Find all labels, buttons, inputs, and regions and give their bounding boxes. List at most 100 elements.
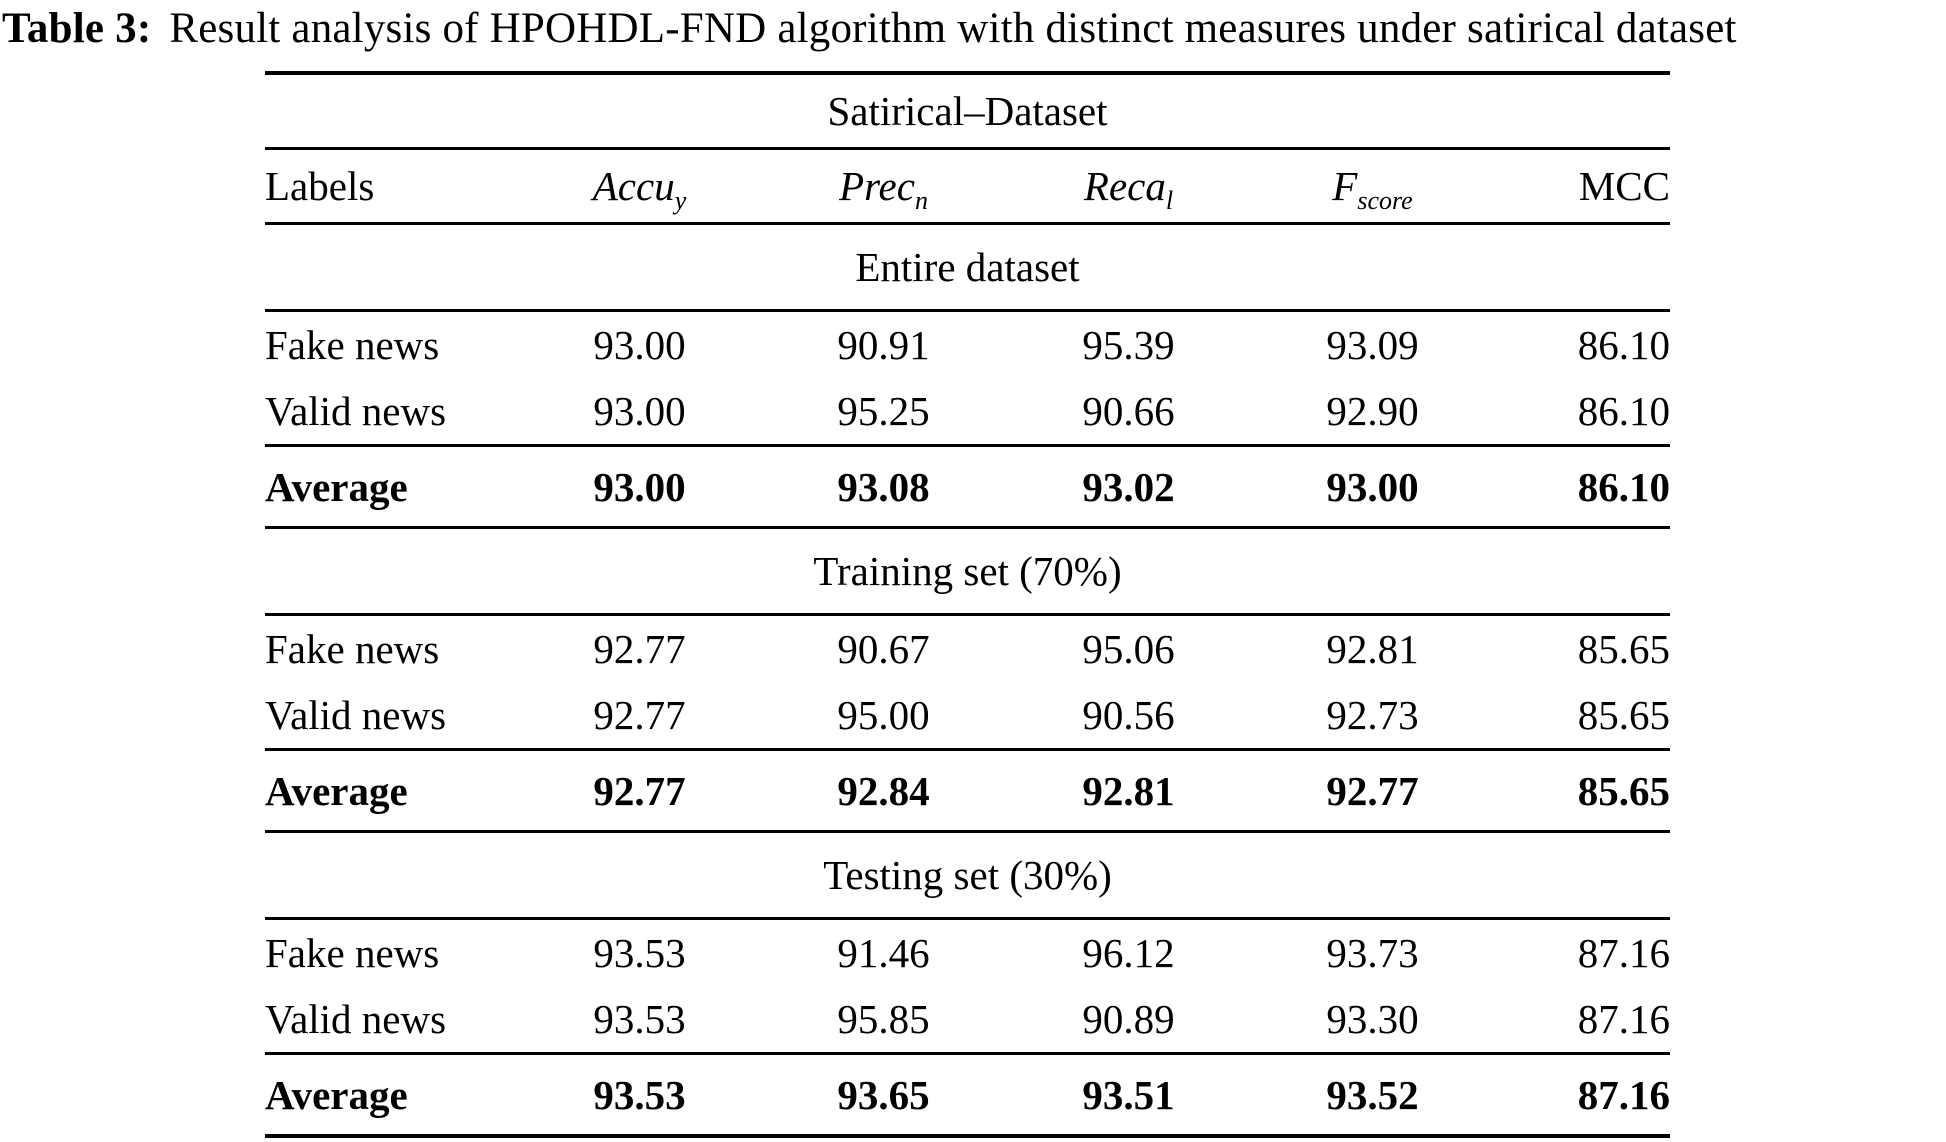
column-header-recall: Recal [1006,162,1251,214]
dataset-span-header: Satirical–Dataset [827,88,1108,134]
table-rule [265,526,1670,529]
cell-mcc: 87.16 [1577,1071,1670,1118]
cell-precision: 90.67 [837,626,930,672]
row-label: Valid news [265,388,447,434]
cell-precision: 95.25 [837,388,930,434]
cell-fscore: 92.81 [1326,626,1419,672]
cell-recall: 90.66 [1082,388,1175,434]
metric-subscript: l [1165,186,1174,216]
cell-fscore: 92.90 [1326,388,1419,434]
section-heading: Entire dataset [855,244,1080,290]
column-header-precision: Precn [761,162,1006,214]
cell-accuracy: 92.77 [593,692,686,738]
section-heading-row: Entire dataset [265,225,1670,309]
row-label: Fake news [265,930,440,976]
cell-accuracy: 93.53 [593,930,686,976]
column-header-labels: Labels [265,163,375,209]
table-caption-number: Table 3: [2,5,152,52]
cell-mcc: 85.65 [1577,692,1670,738]
cell-recall: 90.56 [1082,692,1175,738]
metric-subscript: n [914,186,928,216]
cell-mcc: 87.16 [1577,930,1670,976]
table-rule [265,1052,1670,1055]
row-label: Average [265,463,408,510]
cell-accuracy: 92.77 [593,767,686,814]
table-rule [265,309,1670,312]
cell-accuracy: 93.00 [593,388,686,434]
cell-fscore: 92.77 [1326,767,1419,814]
cell-mcc: 85.65 [1577,626,1670,672]
table-rule [265,147,1670,150]
cell-precision: 93.65 [837,1071,930,1118]
column-header-mcc: MCC [1578,163,1670,209]
cell-recall: 96.12 [1082,930,1175,976]
table-rule [265,222,1670,225]
cell-accuracy: 92.77 [593,626,686,672]
section-heading: Training set (70%) [813,548,1122,594]
table-rule [265,444,1670,447]
row-label: Valid news [265,996,447,1042]
cell-mcc: 87.16 [1577,996,1670,1042]
cell-mcc: 85.65 [1577,767,1670,814]
cell-fscore: 92.73 [1326,692,1419,738]
table-rule [265,613,1670,616]
table-caption: Table 3: Result analysis of HPOHDL-FND al… [2,4,1737,53]
cell-fscore: 93.09 [1326,322,1419,368]
cell-precision: 92.84 [837,767,930,814]
metric-base: F [1332,163,1358,209]
column-header-row: Labels Accuy Precn Recal Fscore MCC [265,150,1670,222]
cell-recall: 90.89 [1082,996,1175,1042]
table-row: Valid news 92.77 95.00 90.56 92.73 85.65 [265,682,1670,748]
cell-precision: 90.91 [837,322,930,368]
cell-recall: 95.06 [1082,626,1175,672]
cell-accuracy: 93.00 [593,463,686,510]
cell-recall: 95.39 [1082,322,1175,368]
section-heading-row: Training set (70%) [265,529,1670,613]
cell-fscore: 93.52 [1326,1071,1419,1118]
metric-base: Reca [1083,163,1166,209]
table-row: Fake news 92.77 90.67 95.06 92.81 85.65 [265,616,1670,682]
table-rule [265,748,1670,751]
row-label: Average [265,767,408,814]
row-label: Average [265,1071,408,1118]
section-heading: Testing set (30%) [823,852,1112,898]
cell-recall: 93.02 [1082,463,1175,510]
cell-accuracy: 93.00 [593,322,686,368]
row-label: Fake news [265,322,440,368]
cell-fscore: 93.73 [1326,930,1419,976]
cell-precision: 91.46 [837,930,930,976]
row-label: Valid news [265,692,447,738]
cell-recall: 92.81 [1082,767,1175,814]
metric-subscript: score [1357,186,1413,216]
cell-mcc: 86.10 [1577,322,1670,368]
metric-base: Prec [839,163,915,209]
dataset-span-header-row: Satirical–Dataset [265,75,1670,147]
cell-mcc: 86.10 [1577,388,1670,434]
table-caption-text: Result analysis of HPOHDL-FND algorithm … [169,5,1737,52]
cell-recall: 93.51 [1082,1071,1175,1118]
row-label: Fake news [265,626,440,672]
cell-fscore: 93.30 [1326,996,1419,1042]
column-header-accuracy: Accuy [518,162,761,214]
results-table: Satirical–Dataset Labels Accuy Precn Rec… [265,71,1670,1138]
cell-precision: 93.08 [837,463,930,510]
table-row: Fake news 93.53 91.46 96.12 93.73 87.16 [265,920,1670,986]
average-row: Average 93.00 93.08 93.02 93.00 86.10 [265,447,1670,526]
column-header-fscore: Fscore [1251,162,1494,214]
average-row: Average 93.53 93.65 93.51 93.52 87.16 [265,1055,1670,1134]
table-row: Valid news 93.53 95.85 90.89 93.30 87.16 [265,986,1670,1052]
table-row: Fake news 93.00 90.91 95.39 93.09 86.10 [265,312,1670,378]
cell-accuracy: 93.53 [593,1071,686,1118]
table-rule-bottom [265,1134,1670,1138]
cell-accuracy: 93.53 [593,996,686,1042]
cell-precision: 95.00 [837,692,930,738]
metric-base: Accu [592,163,675,209]
cell-precision: 95.85 [837,996,930,1042]
cell-mcc: 86.10 [1577,463,1670,510]
metric-subscript: y [674,186,687,216]
average-row: Average 92.77 92.84 92.81 92.77 85.65 [265,751,1670,830]
cell-fscore: 93.00 [1326,463,1419,510]
table-rule [265,830,1670,833]
section-heading-row: Testing set (30%) [265,833,1670,917]
table-rule [265,917,1670,920]
